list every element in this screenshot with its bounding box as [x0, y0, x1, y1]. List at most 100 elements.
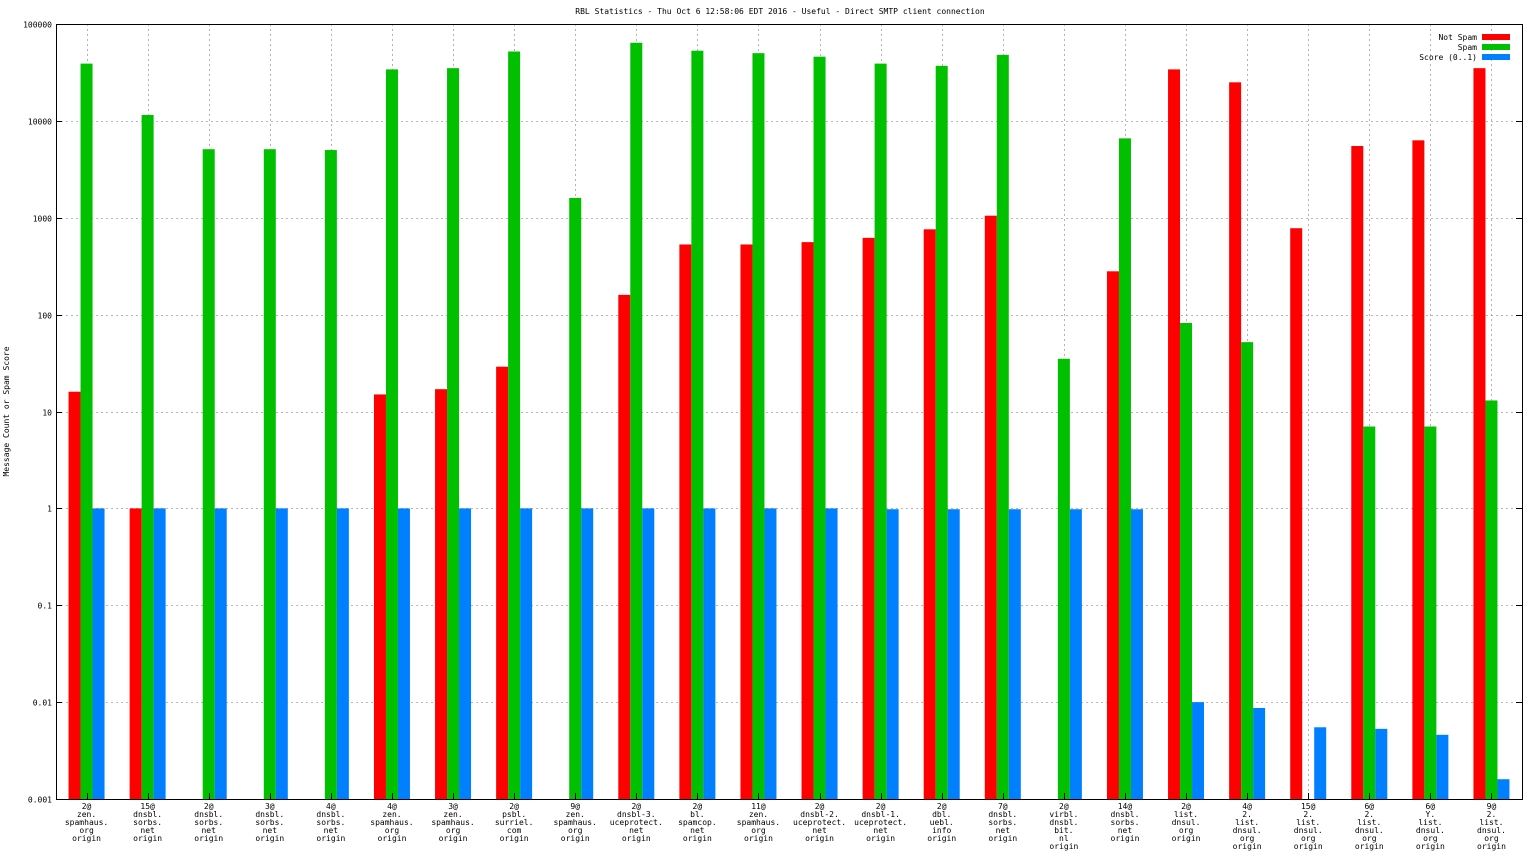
y-tick-label: 0.001 — [28, 796, 52, 805]
bar-spam — [1057, 358, 1070, 799]
bar-not-spam — [373, 394, 386, 799]
bar-spam — [447, 68, 460, 800]
bar-score-0-1 — [214, 508, 227, 799]
bar-spam — [874, 63, 887, 800]
bar-spam — [263, 149, 276, 800]
bar-not-spam — [435, 389, 448, 799]
bar-spam — [1118, 138, 1131, 799]
bar-spam — [80, 63, 93, 800]
bar-score-0-1 — [825, 508, 838, 799]
y-axis-label: Message Count or Spam Score — [2, 346, 11, 476]
x-tick-label: 4@ zen. spamhaus. org origin — [370, 802, 413, 843]
x-tick-label: 9@ zen. spamhaus. org origin — [554, 802, 597, 843]
bar-spam — [813, 56, 826, 799]
x-tick-label: 9@ 2. list. dnsul. org origin — [1477, 802, 1506, 851]
bar-score-0-1 — [92, 508, 105, 799]
y-tick-label: 10000 — [28, 118, 52, 127]
x-tick-label: 2@ dnsbl-3. uceprotect. net origin — [610, 802, 663, 843]
bar-score-0-1 — [1497, 779, 1510, 799]
x-tick-label: 15@ 2. list. dnsul. org origin — [1294, 802, 1323, 851]
legend-swatch — [1482, 34, 1510, 40]
bar-score-0-1 — [1375, 728, 1388, 799]
bar-spam — [1424, 426, 1437, 799]
bar-score-0-1 — [336, 508, 349, 799]
bar-score-0-1 — [1192, 702, 1205, 799]
bar-spam — [996, 54, 1009, 799]
x-tick-label: 2@ virbl. dnsbl. bit. nl origin — [1049, 802, 1078, 851]
x-tick-label: 2@ dnsbl-2. uceprotect. net origin — [793, 802, 846, 843]
bar-not-spam — [129, 508, 142, 799]
x-tick-label: 2@ zen. spamhaus. org origin — [65, 802, 108, 843]
bar-spam — [141, 114, 154, 800]
bar-score-0-1 — [703, 508, 716, 799]
x-axis-ticks: 2@ zen. spamhaus. org origin 15@ dnsbl. sorbs. n… — [65, 793, 1506, 851]
x-tick-label: 2@ list. dnsul. org origin — [1172, 802, 1201, 843]
bar-score-0-1 — [459, 508, 472, 799]
x-tick-label: 6@ 2. list. dnsul. org origin — [1355, 802, 1384, 851]
x-tick-label: 4@ 2. list. dnsul. org origin — [1233, 802, 1262, 851]
legend-swatch — [1482, 54, 1510, 60]
bar-not-spam — [801, 242, 814, 799]
bar-score-0-1 — [581, 508, 594, 799]
bar-not-spam — [862, 237, 875, 799]
bar-score-0-1 — [275, 508, 288, 799]
bar-score-0-1 — [886, 509, 899, 799]
legend-label: Score (0..1) — [1419, 53, 1477, 62]
bar-not-spam — [984, 215, 997, 800]
y-tick-label: 1 — [47, 505, 52, 514]
bar-not-spam — [1168, 69, 1181, 799]
bar-not-spam — [496, 366, 509, 799]
bar-spam — [508, 51, 521, 799]
bar-not-spam — [1229, 82, 1242, 799]
bar-spam — [324, 150, 337, 799]
bar-score-0-1 — [520, 508, 533, 799]
x-tick-label: 3@ dnsbl. sorbs. net origin — [255, 802, 284, 843]
y-tick-label: 100000 — [23, 21, 52, 30]
x-tick-label: 2@ bl. spamcop. net origin — [678, 802, 717, 843]
bar-score-0-1 — [1130, 509, 1143, 799]
bar-not-spam — [618, 294, 631, 799]
bar-spam — [1363, 426, 1376, 799]
bar-spam — [935, 65, 948, 800]
bar-score-0-1 — [642, 508, 655, 799]
x-tick-label: 4@ dnsbl. sorbs. net origin — [316, 802, 345, 843]
x-tick-label: 3@ zen. spamhaus. org origin — [431, 802, 474, 843]
bar-spam — [385, 69, 398, 799]
bar-spam — [752, 53, 765, 799]
plot-border — [56, 24, 1523, 800]
bar-spam — [630, 42, 643, 800]
bar-spam — [202, 149, 215, 800]
y-tick-label: 1000 — [33, 215, 52, 224]
x-tick-label: 7@ dnsbl. sorbs. net origin — [988, 802, 1017, 843]
y-tick-label: 10 — [42, 409, 52, 418]
chart-title: RBL Statistics - Thu Oct 6 12:58:06 EDT … — [575, 7, 985, 16]
y-tick-label: 100 — [38, 312, 53, 321]
bar-score-0-1 — [1253, 707, 1266, 799]
bar-spam — [691, 50, 704, 800]
x-tick-label: 2@ dnsbl. sorbs. net origin — [194, 802, 223, 843]
bar-not-spam — [1290, 228, 1303, 799]
x-tick-label: 15@ dnsbl. sorbs. net origin — [133, 802, 162, 843]
bar-score-0-1 — [1436, 734, 1449, 799]
bar-score-0-1 — [1008, 509, 1021, 799]
bar-not-spam — [923, 229, 936, 799]
bar-spam — [1180, 322, 1193, 799]
bar-score-0-1 — [153, 508, 166, 799]
bar-score-0-1 — [1069, 509, 1082, 799]
bars — [68, 42, 1510, 800]
bar-not-spam — [679, 244, 692, 800]
legend-label: Not Spam — [1438, 33, 1477, 42]
bar-score-0-1 — [1314, 727, 1327, 799]
legend-swatch — [1482, 44, 1510, 50]
y-tick-label: 0.1 — [38, 602, 53, 611]
x-tick-label: 14@ dnsbl. sorbs. net origin — [1111, 802, 1140, 843]
bar-not-spam — [1412, 140, 1425, 799]
bar-spam — [1485, 400, 1498, 799]
bar-spam — [1241, 342, 1254, 799]
bar-score-0-1 — [764, 508, 777, 799]
bar-not-spam — [1473, 68, 1486, 800]
x-tick-label: 2@ dnsbl-1. uceprotect. net origin — [854, 802, 907, 843]
bar-score-0-1 — [947, 509, 960, 799]
